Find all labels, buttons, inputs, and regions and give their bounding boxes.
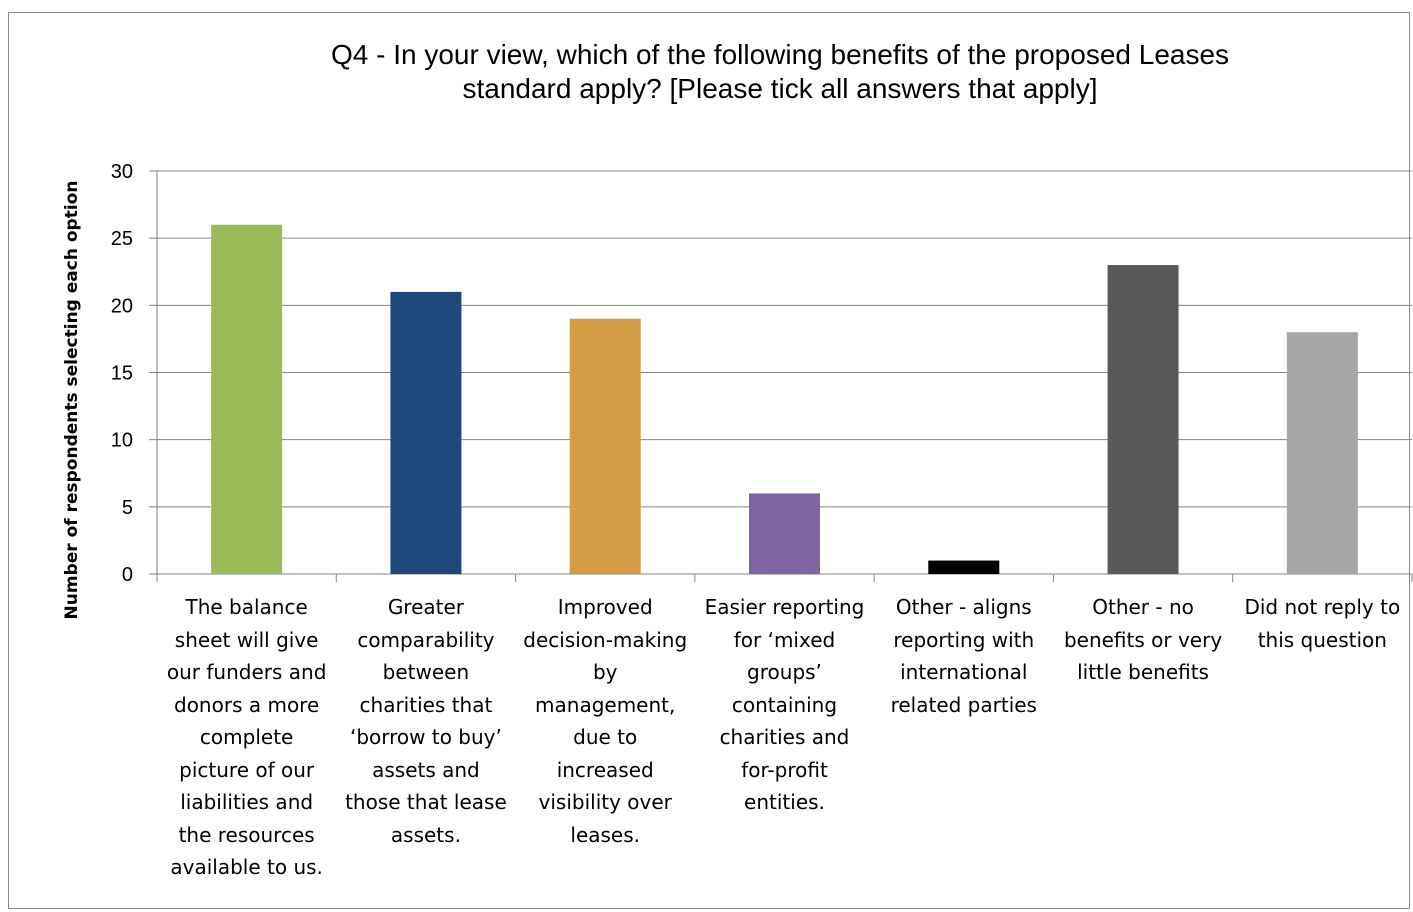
x-tick-label-line: entities. [744,790,825,814]
y-tick-label: 0 [122,564,133,586]
chart-title-line-2: standard apply? [Please tick all answers… [462,73,1098,104]
x-tick-label-line: containing [731,692,838,717]
x-tick-label-line: little benefits [1077,660,1209,684]
x-tick-label-line: management, [535,692,676,717]
x-tick-label-line: due to [573,725,638,749]
bar [1107,265,1179,574]
x-tick-label: Other - aligns reporting with internationa… [874,591,1053,721]
x-tick-label-line: sheet will give [174,627,319,652]
x-tick-label-line: liabilities and [180,790,314,814]
x-tick-label-line: benefits or very [1063,627,1223,652]
x-tick-label-line: groups’ [747,660,822,684]
x-tick-label-line: charities that [359,692,493,717]
x-tick-label-line: this question [1257,627,1387,652]
x-tick-label-line: available to us. [170,855,323,879]
x-tick-label-line: those that lease [345,790,507,814]
x-tick-label: Greater comparability between charities tha… [336,591,515,851]
x-tick-label-line: Greater [387,595,465,619]
x-tick-label-line: Easier reporting [704,595,865,619]
x-tick-label-line: by [592,660,618,684]
x-tick-label-line: the resources [178,822,315,847]
x-tick-label-line: Other - no [1092,595,1194,619]
y-tick-label: 25 [111,228,133,250]
x-tick-label-line: for-profit [741,757,828,782]
x-tick-label-line: visibility over [538,790,672,814]
x-tick-label-line: for ‘mixed [733,627,836,652]
x-tick-label-line: donors a more [174,692,320,717]
x-tick-label-line: related parties [890,692,1037,717]
x-tick-label-line: charities and [719,725,850,749]
x-tick-label-line: Other - aligns [895,595,1032,619]
x-tick-label-line: leases. [570,822,641,847]
x-tick-label: Improved decision-making by management, due … [516,591,695,851]
x-tick-label-line: international [900,660,1028,684]
x-tick-label-line: assets and [372,757,480,782]
x-tick-label: The balance sheet will give our funders an… [157,591,336,884]
x-tick-label-line: assets. [390,822,461,847]
x-tick-label-line: between [382,660,470,684]
x-tick-label-line: comparability [357,627,495,652]
bar [928,560,1000,574]
x-tick-label-line: our funders and [166,660,327,684]
bar [211,224,283,574]
x-tick-label-line: Did not reply to [1244,595,1401,619]
x-tick-label-line: complete [199,725,294,749]
bar [390,291,462,574]
x-tick-label-line: decision-making [523,627,688,652]
y-tick-label: 10 [111,430,133,452]
y-tick-label: 15 [111,363,133,385]
bar [569,318,641,574]
x-tick-label-line: The balance [185,595,308,619]
x-tick-label: Other - no benefits or very little benefit… [1053,591,1232,689]
bar [749,493,820,574]
chart-title: Q4 - In your view, which of the followin… [150,38,1410,106]
y-tick-label: 5 [122,497,133,519]
x-tick-label-line: reporting with [893,627,1035,652]
bar [1286,332,1358,574]
chart-title-line-1: Q4 - In your view, which of the followin… [330,39,1230,70]
y-tick-label: 30 [111,161,133,183]
y-tick-label: 20 [111,295,133,317]
x-tick-label: Easier reporting for ‘mixed groups’ contain… [695,591,874,819]
x-tick-label-line: Improved [557,595,653,619]
x-tick-label-line: picture of our [179,757,315,782]
x-tick-label: Did not reply to this question [1233,591,1412,656]
x-tick-label-line: ‘borrow to buy’ [349,725,502,749]
x-tick-label-line: increased [556,757,654,782]
